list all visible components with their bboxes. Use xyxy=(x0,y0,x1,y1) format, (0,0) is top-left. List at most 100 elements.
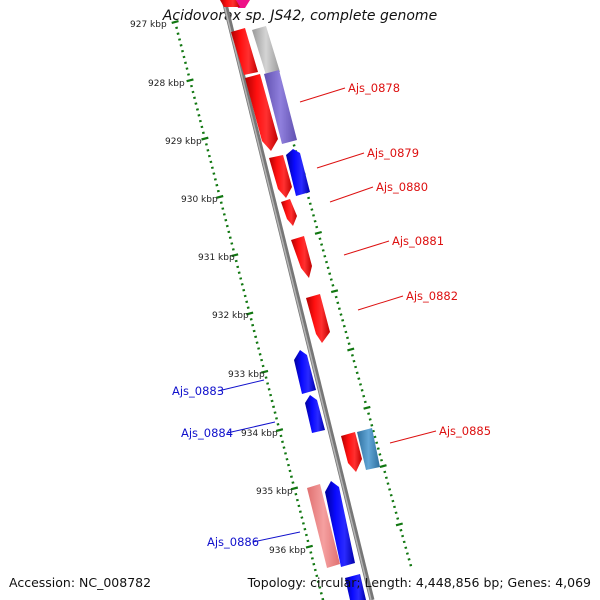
gene-arrow-top-fragment-red xyxy=(220,0,240,7)
ruler-minor-tick xyxy=(276,423,280,426)
ruler-minor-tick xyxy=(254,335,258,339)
ruler-minor-tick xyxy=(383,470,387,474)
ruler-minor-tick xyxy=(357,377,361,380)
ruler-minor-tick xyxy=(231,248,235,251)
ruler-minor-tick xyxy=(284,452,287,455)
ruler-minor-tick xyxy=(394,511,398,515)
ruler-major-tick xyxy=(201,136,209,141)
gene-label-ajs0882[interactable]: Ajs_0882 xyxy=(357,289,458,311)
genome-summary-text: Topology: circular; Length: 4,448,856 bp… xyxy=(247,575,591,590)
ruler-major-tick xyxy=(347,347,355,352)
ruler-minor-tick xyxy=(212,172,216,175)
ruler-minor-tick xyxy=(389,493,393,497)
ruler-minor-tick xyxy=(328,272,332,275)
gene-name-ajs0886[interactable]: Ajs_0886 xyxy=(207,535,259,549)
gene-name-ajs0882[interactable]: Ajs_0882 xyxy=(406,289,458,303)
ruler-major-tick xyxy=(246,311,254,316)
ruler-minor-tick xyxy=(306,539,310,543)
gene-arrow-ajs0879-blue xyxy=(286,149,310,196)
gene-labels: Ajs_0878 Ajs_0879 Ajs_0880 Ajs_0881 Ajs_… xyxy=(172,81,491,549)
ruler-minor-tick xyxy=(401,534,405,538)
ruler-minor-tick xyxy=(201,131,205,135)
gene-label-ajs0878[interactable]: Ajs_0878 xyxy=(299,81,400,103)
ruler-minor-tick xyxy=(240,283,244,286)
ruler-minor-tick xyxy=(258,353,262,356)
gene-label-ajs0884[interactable]: Ajs_0884 xyxy=(181,421,276,440)
ruler-minor-tick xyxy=(320,243,324,246)
gene-name-ajs0883[interactable]: Ajs_0883 xyxy=(172,384,224,398)
gene-name-ajs0885[interactable]: Ajs_0885 xyxy=(439,424,491,438)
ruler-minor-tick xyxy=(298,510,302,513)
gene-arrow-ajs0880 xyxy=(281,199,297,226)
ruler-minor-tick xyxy=(209,160,213,164)
gene-name-ajs0878[interactable]: Ajs_0878 xyxy=(348,81,400,95)
gene-name-ajs0880[interactable]: Ajs_0880 xyxy=(376,180,428,194)
ruler-minor-tick xyxy=(334,295,338,299)
ruler-minor-tick xyxy=(200,125,204,129)
ruler-minor-tick xyxy=(270,399,274,403)
ruler-major-tick xyxy=(260,369,269,374)
gene-label-ajs0879[interactable]: Ajs_0879 xyxy=(316,146,419,169)
gene-label-ajs0880[interactable]: Ajs_0880 xyxy=(329,180,428,203)
ruler-minor-tick xyxy=(269,393,273,397)
ruler-minor-tick xyxy=(230,242,234,245)
ruler-minor-tick xyxy=(222,213,226,216)
ruler-minor-tick xyxy=(216,189,220,193)
ruler-minor-tick xyxy=(228,236,232,239)
ruler-minor-tick xyxy=(195,108,199,111)
ruler-minor-tick xyxy=(255,341,259,344)
ruler-minor-tick xyxy=(213,178,217,181)
ruler-major-tick xyxy=(231,253,239,258)
ruler-minor-tick xyxy=(325,260,328,264)
ruler-minor-tick xyxy=(237,271,241,274)
ruler-minor-tick xyxy=(187,73,190,76)
ruler-minor-tick xyxy=(249,318,253,321)
gene-label-ajs0886[interactable]: Ajs_0886 xyxy=(207,531,301,549)
ruler-minor-tick xyxy=(193,96,196,100)
gene-name-ajs0884[interactable]: Ajs_0884 xyxy=(181,426,233,440)
ruler-minor-tick xyxy=(190,84,193,88)
ruler-minor-tick xyxy=(264,376,268,379)
gene-name-ajs0879[interactable]: Ajs_0879 xyxy=(367,146,419,160)
gene-name-ajs0881[interactable]: Ajs_0881 xyxy=(392,234,444,248)
ruler-minor-tick xyxy=(267,388,271,391)
ruler-minor-tick xyxy=(184,61,187,65)
gene-label-ajs0881[interactable]: Ajs_0881 xyxy=(343,234,444,256)
ruler-minor-tick xyxy=(215,183,219,187)
feature-grey-top xyxy=(252,26,280,75)
gene-label-ajs0883[interactable]: Ajs_0883 xyxy=(172,379,265,398)
ruler-minor-tick xyxy=(315,225,319,229)
ruler-minor-tick xyxy=(339,313,343,316)
ruler-minor-tick xyxy=(370,424,374,427)
ruler-minor-tick xyxy=(236,265,240,269)
ruler-minor-tick xyxy=(285,457,289,461)
ruler-minor-tick xyxy=(227,230,231,234)
gene-label-ajs0885[interactable]: Ajs_0885 xyxy=(389,424,491,444)
ruler-minor-tick xyxy=(304,533,308,537)
ruler-minor-tick xyxy=(308,202,312,206)
ruler-minor-tick xyxy=(225,224,229,228)
ruler-minor-tick xyxy=(312,562,316,566)
ruler-minor-tick xyxy=(219,201,223,204)
ruler-minor-tick xyxy=(326,266,330,270)
ruler-minor-tick xyxy=(367,412,371,415)
ruler-minor-tick xyxy=(224,218,228,222)
ruler-minor-tick xyxy=(384,476,388,480)
ruler-minor-tick xyxy=(405,552,409,555)
ruler-minor-tick xyxy=(182,55,186,59)
ruler-minor-tick xyxy=(246,306,250,309)
ruler-minor-tick xyxy=(279,434,283,438)
ruler-minor-tick xyxy=(234,259,238,263)
ruler-minor-tick xyxy=(295,498,299,502)
ruler-minor-tick xyxy=(386,482,390,485)
ruler-minor-tick xyxy=(266,382,270,385)
ruler-major-tick xyxy=(216,194,224,199)
ruler-minor-tick xyxy=(312,214,315,217)
ruler-minor-tick xyxy=(341,319,345,322)
ruler-minor-tick xyxy=(393,505,396,509)
ruler-minor-tick xyxy=(289,475,293,478)
tick-label-932: 932 kbp xyxy=(212,311,249,321)
ruler-minor-tick xyxy=(300,516,304,519)
ruler-minor-tick xyxy=(301,522,305,525)
